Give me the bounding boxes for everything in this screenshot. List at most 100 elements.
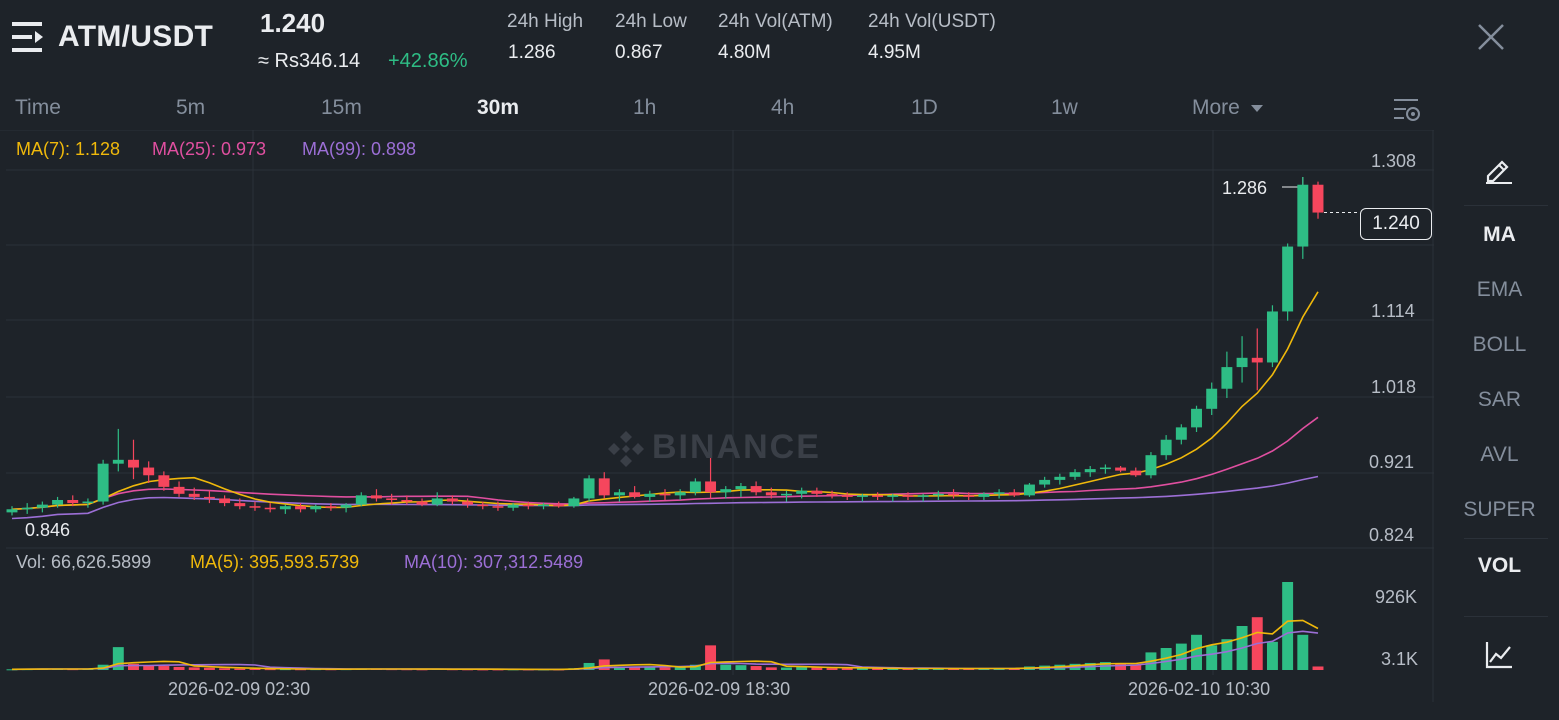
indicator-vol[interactable]: VOL [1477, 554, 1522, 577]
volume-bars [6, 582, 1324, 671]
change-percent: +42.86% [388, 50, 468, 72]
watermark-text: BINANCE [652, 428, 821, 466]
candle-body [993, 492, 1005, 494]
candle-body [689, 481, 701, 493]
candle-body [659, 493, 671, 496]
volume-bar [613, 666, 625, 670]
candle-body [750, 486, 762, 493]
candle-body [856, 495, 868, 497]
volume-bar [720, 664, 732, 670]
volume-bar [887, 668, 899, 670]
tab-time[interactable]: Time [15, 96, 61, 119]
menu-icon[interactable] [12, 20, 44, 54]
chart-grid [0, 130, 1434, 702]
candle-body [720, 489, 732, 493]
binance-watermark: BINANCE [606, 428, 821, 469]
volume-bar [112, 647, 124, 670]
close-icon[interactable] [1474, 20, 1508, 54]
candle-body [598, 478, 610, 496]
candle-body [826, 493, 838, 496]
time-axis-label: 2026-02-09 02:30 [168, 679, 311, 699]
indicator-ma[interactable]: MA [1483, 223, 1516, 246]
candle-body [538, 504, 549, 507]
tab-15m[interactable]: 15m [321, 96, 362, 119]
tab-1h[interactable]: 1h [633, 96, 657, 119]
stat-label-24h-vol-usdt: 24h Vol(USDT) [868, 11, 996, 32]
volume-bar [1266, 641, 1278, 670]
candle-body [1008, 492, 1020, 496]
candle-body [1221, 367, 1233, 389]
ma-lines [11, 291, 1319, 520]
volume-bar [735, 665, 747, 670]
volume-bar [1115, 663, 1127, 670]
candle-body [477, 504, 489, 507]
candle-body [173, 486, 185, 494]
volume-bar [203, 667, 215, 670]
chart-area[interactable]: BINANCE MA(7): 1.128 MA(25): 0.973 MA(99… [0, 130, 1434, 702]
volume-bar [674, 667, 686, 670]
candle-body [963, 495, 975, 497]
time-axis-label: 2026-02-10 10:30 [1128, 679, 1271, 699]
tab-5m[interactable]: 5m [176, 96, 206, 119]
candle-body [1282, 246, 1294, 312]
candle-body [340, 504, 352, 508]
candle-body [948, 493, 960, 496]
candle-body [52, 500, 64, 505]
candle-body [128, 459, 139, 468]
current-price-tag: 1.240 [1360, 208, 1432, 240]
volume-bar [128, 663, 139, 670]
candlestick-chart[interactable] [0, 130, 1434, 702]
pair-title[interactable]: ATM/USDT [58, 20, 214, 53]
candle-body [796, 490, 808, 494]
ma99-legend: MA(99): 0.898 [302, 139, 417, 159]
candle-body [674, 492, 686, 496]
candle-body [1206, 388, 1218, 409]
tab-1d[interactable]: 1D [911, 96, 938, 119]
time-axis-label: 2026-02-09 18:30 [648, 679, 791, 699]
candle-body [917, 495, 929, 497]
tab-more-label: More [1192, 96, 1240, 119]
stat-value-24h-high: 1.286 [508, 42, 556, 63]
volume-bar [249, 668, 261, 670]
volume-bar [158, 666, 170, 670]
candle-body [735, 486, 747, 490]
candle-body [841, 495, 853, 497]
volume-axis-label: 3.1K [1381, 649, 1419, 669]
candle-body [1039, 479, 1051, 485]
pencil-draw-icon[interactable] [1484, 154, 1514, 184]
indicator-avl[interactable]: AVL [1480, 443, 1519, 466]
indicator-super[interactable]: SUPER [1463, 498, 1536, 521]
indicator-sar[interactable]: SAR [1477, 388, 1522, 411]
candle-body [522, 504, 534, 507]
volume-ma10-legend: MA(10): 307,312.5489 [404, 552, 584, 572]
candle-body [887, 495, 899, 497]
stat-label-24h-low: 24h Low [615, 11, 687, 32]
high-price-marker: 1.286 [1222, 178, 1268, 198]
tab-1w[interactable]: 1w [1051, 96, 1078, 119]
candle-body [188, 493, 200, 497]
chart-type-icon[interactable] [1484, 640, 1514, 670]
volume-bar [1191, 634, 1202, 670]
volume-bar [841, 668, 853, 670]
candle-body [264, 507, 276, 510]
candle-body [310, 506, 322, 510]
ma7-line [11, 291, 1319, 511]
price-axis-label: 1.018 [1371, 377, 1417, 397]
chart-settings-icon[interactable] [1392, 96, 1422, 124]
panel-divider [1464, 205, 1548, 206]
volume-bar [856, 668, 868, 670]
indicator-ema[interactable]: EMA [1476, 278, 1523, 301]
volume-bar [781, 667, 792, 670]
tab-more[interactable]: More [1192, 96, 1264, 120]
indicator-boll[interactable]: BOLL [1472, 333, 1527, 356]
tab-4h[interactable]: 4h [771, 96, 795, 119]
tab-30m[interactable]: 30m [477, 96, 520, 119]
binance-logo-icon [608, 431, 644, 468]
volume-bar [796, 666, 808, 670]
volume-bar [705, 645, 717, 670]
candle-body [811, 490, 823, 494]
volume-bar [872, 668, 884, 670]
candle-body [978, 493, 990, 497]
candle-body [1175, 427, 1187, 440]
candle-body [21, 507, 33, 510]
